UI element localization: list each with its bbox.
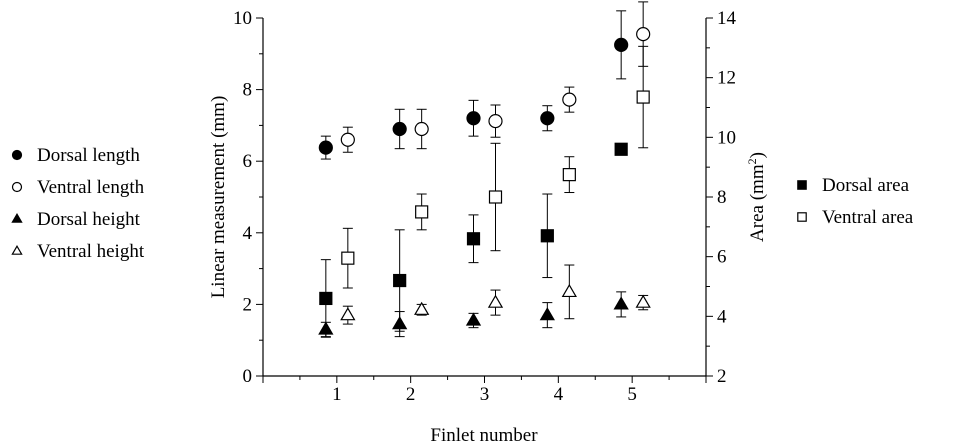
- ventral-length-marker: [488, 114, 503, 129]
- dorsal-length-marker: [392, 121, 407, 137]
- legend-entry-ventral-area: Ventral area: [797, 207, 914, 228]
- legend-ventral-area-label: Ventral area: [822, 207, 914, 228]
- dorsal-height-marker: [613, 296, 629, 310]
- x-tick-label: 2: [406, 384, 416, 405]
- right-y-axis-title: Area (mm2): [745, 152, 768, 242]
- left-y-axis-title: Linear measurement (mm): [208, 96, 229, 299]
- legend-ventral-height-marker: [11, 245, 23, 255]
- ventral-length-marker: [562, 92, 577, 107]
- ventral-length-marker: [414, 121, 429, 137]
- right-y-tick-label: 6: [717, 247, 727, 268]
- legend-ventral-area-marker: [797, 212, 807, 222]
- data-markers: [318, 27, 651, 335]
- dorsal-height-marker: [318, 321, 334, 335]
- x-axis-title: Finlet number: [430, 425, 538, 446]
- x-tick-label: 3: [480, 384, 490, 405]
- ventral-length-marker: [340, 132, 355, 147]
- legend-ventral-length-label: Ventral length: [37, 177, 145, 198]
- right-y-axis-title-superscript: 2: [745, 158, 759, 164]
- dorsal-area-marker: [319, 291, 333, 306]
- ventral-area-marker: [636, 90, 650, 104]
- left-y-tick-label: 2: [243, 294, 253, 315]
- dorsal-height-marker: [465, 312, 482, 326]
- dorsal-height-marker: [539, 307, 555, 321]
- dorsal-area-marker: [540, 229, 554, 243]
- dorsal-area-marker: [614, 142, 628, 156]
- right-y-tick-label: 2: [717, 366, 727, 387]
- left-y-tick-label: 6: [243, 151, 253, 172]
- dorsal-height-marker: [392, 316, 408, 330]
- dorsal-length-marker: [318, 140, 333, 155]
- ventral-height-marker: [340, 307, 356, 321]
- dorsal-length-marker: [614, 37, 629, 52]
- ventral-area-marker: [562, 168, 576, 182]
- legend-entry-ventral-length: Ventral length: [11, 177, 145, 198]
- ventral-height-marker: [561, 283, 577, 298]
- left-y-tick-label: 0: [243, 366, 253, 387]
- x-tick-label: 4: [554, 384, 564, 405]
- right-y-tick-label: 10: [717, 127, 736, 148]
- legend-right: Dorsal area Ventral area: [797, 175, 914, 228]
- ventral-height-marker: [487, 294, 504, 308]
- x-tick-label: 1: [332, 384, 342, 405]
- right-y-tick-label: 12: [717, 68, 736, 89]
- legend-ventral-length-marker: [11, 181, 23, 193]
- ventral-length-marker: [636, 27, 651, 42]
- left-y-tick-label: 8: [243, 80, 253, 101]
- right-y-axis-title-base: Area (mm: [747, 164, 768, 242]
- ventral-area-marker: [415, 205, 429, 219]
- legend-ventral-height-label: Ventral height: [37, 241, 145, 262]
- x-tick-label: 5: [627, 384, 637, 405]
- legend-entry-dorsal-height: Dorsal height: [11, 209, 141, 230]
- legend-dorsal-length-marker: [11, 149, 23, 161]
- ventral-area-marker: [488, 190, 503, 204]
- legend-entry-ventral-height: Ventral height: [11, 241, 145, 262]
- ventral-height-marker: [635, 294, 651, 308]
- ventral-area-marker: [341, 251, 355, 265]
- legend-dorsal-area-label: Dorsal area: [822, 175, 910, 196]
- legend-entry-dorsal-area: Dorsal area: [797, 175, 910, 196]
- dorsal-length-marker: [540, 111, 555, 126]
- dorsal-length-marker: [466, 111, 481, 126]
- legend-dorsal-area-marker: [797, 180, 807, 190]
- right-y-tick-label: 8: [717, 187, 727, 208]
- ventral-height-marker: [414, 301, 430, 315]
- left-y-tick-label: 10: [233, 8, 252, 29]
- right-y-tick-label: 4: [717, 306, 727, 327]
- legend-entry-dorsal-length: Dorsal length: [11, 145, 140, 166]
- legend-dorsal-height-marker: [11, 213, 23, 223]
- error-bars: [320, 1, 649, 338]
- right-y-tick-label: 14: [717, 8, 737, 29]
- left-y-tick-label: 4: [243, 223, 253, 244]
- legend-dorsal-height-label: Dorsal height: [37, 209, 141, 230]
- legend-left: Dorsal length Ventral length Dorsal height…: [11, 145, 145, 262]
- ticks: [256, 17, 713, 383]
- dorsal-area-marker: [393, 273, 407, 288]
- dorsal-area-marker: [466, 232, 481, 246]
- legend-dorsal-length-label: Dorsal length: [37, 145, 140, 166]
- right-y-axis-title-close: ): [747, 152, 768, 158]
